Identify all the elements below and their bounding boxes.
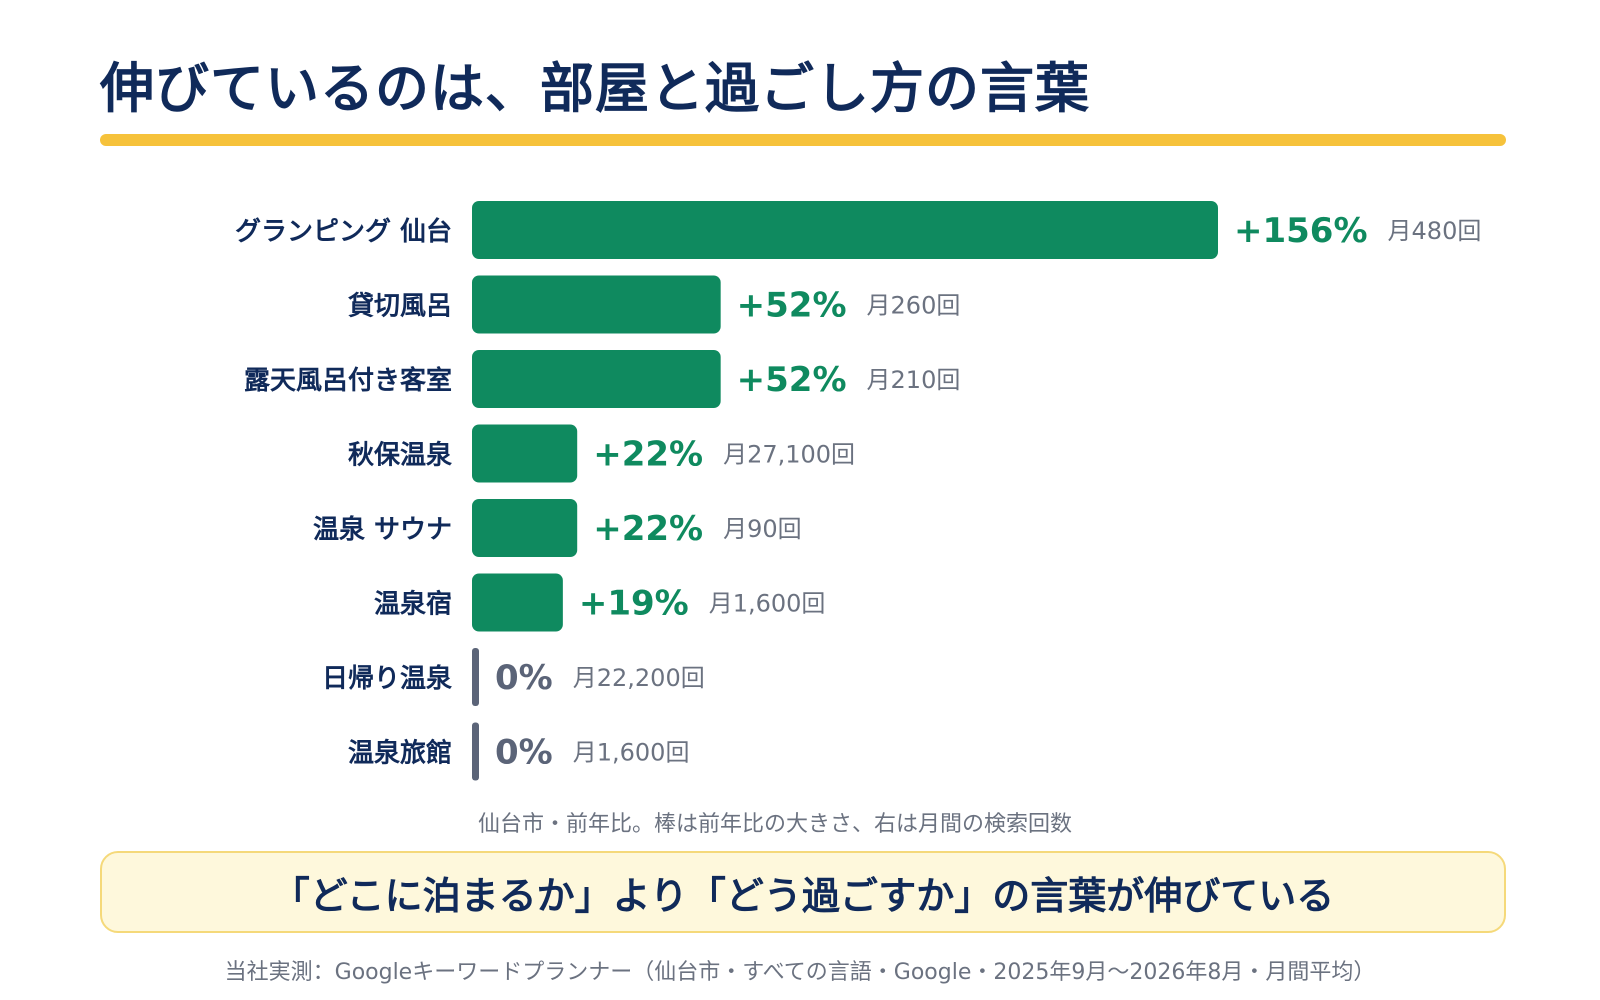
volume-label: 月260回: [867, 292, 961, 320]
category-label: 露天風呂付き客室: [244, 365, 452, 396]
source-note: 当社実測：Googleキーワードプランナー（仙台市・すべての言語・Google・…: [224, 960, 1376, 985]
volume-label: 月210回: [867, 366, 961, 394]
category-label: 秋保温泉: [348, 440, 453, 471]
bar: [472, 722, 479, 781]
bar: [472, 201, 1218, 259]
bar: [472, 573, 563, 632]
bar: [472, 350, 721, 408]
value-label: +52%: [737, 286, 847, 326]
value-label: 0%: [495, 658, 553, 698]
bar: [472, 275, 721, 334]
page-title: 伸びているのは、部屋と過ごし方の言葉: [100, 57, 1090, 120]
value-label: +156%: [1234, 211, 1368, 251]
category-label: 日帰り温泉: [322, 663, 453, 694]
volume-label: 月27,100回: [723, 441, 855, 469]
callout-text: 「どこに泊まるか」より「どう過ごすか」の言葉が伸びている: [271, 873, 1335, 918]
category-label: 貸切風呂: [347, 291, 452, 322]
volume-label: 月22,200回: [573, 664, 705, 692]
volume-label: 月1,600回: [573, 739, 690, 767]
chart-caption: 仙台市・前年比。棒は前年比の大きさ、右は月間の検索回数: [478, 812, 1073, 837]
category-label: 温泉 サウナ: [313, 514, 452, 545]
value-label: +19%: [579, 584, 689, 624]
bar: [472, 424, 578, 483]
callout-box: 「どこに泊まるか」より「どう過ごすか」の言葉が伸びている: [100, 851, 1506, 933]
volume-label: 月1,600回: [709, 590, 826, 618]
value-label: +52%: [737, 360, 847, 400]
category-label: 温泉旅館: [348, 738, 452, 769]
value-label: +22%: [593, 435, 703, 475]
category-label: 温泉宿: [374, 589, 452, 620]
value-label: +22%: [593, 509, 703, 549]
bar: [472, 499, 578, 557]
category-label: グランピング 仙台: [235, 216, 452, 247]
title-underline: [100, 134, 1506, 146]
value-label: 0%: [495, 733, 553, 773]
volume-label: 月90回: [723, 515, 802, 543]
volume-label: 月480回: [1388, 217, 1482, 245]
bar: [472, 648, 479, 706]
